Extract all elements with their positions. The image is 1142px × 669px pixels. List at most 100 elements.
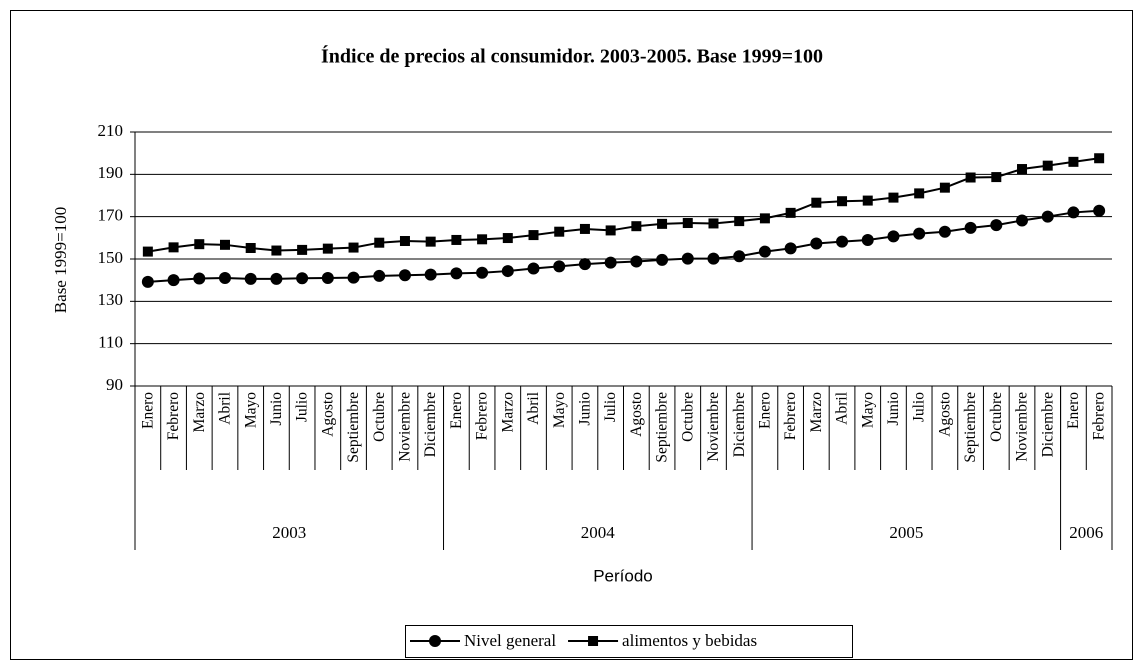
y-tick-label: 210 — [98, 121, 124, 140]
x-tick-label: Abril — [834, 392, 851, 425]
x-tick-label: Marzo — [808, 392, 825, 433]
data-point — [605, 225, 616, 236]
data-point — [527, 262, 540, 275]
chart-title: Índice de precios al consumidor. 2003-20… — [321, 45, 823, 68]
data-point — [578, 258, 591, 271]
x-tick-label: Diciembre — [1039, 392, 1056, 458]
y-tick-label: 190 — [98, 163, 124, 182]
data-point — [734, 216, 745, 227]
data-point — [373, 269, 386, 282]
data-point — [588, 636, 599, 646]
data-point — [707, 252, 720, 265]
data-point — [424, 268, 437, 281]
data-point — [374, 237, 385, 248]
data-point — [398, 269, 411, 282]
x-tick-label: Julio — [911, 392, 928, 422]
x-tick-label: Noviembre — [397, 392, 414, 462]
y-tick-label: 130 — [98, 290, 124, 309]
data-point — [347, 271, 360, 284]
data-point — [528, 230, 539, 241]
data-point — [270, 272, 283, 285]
x-tick-label: Septiembre — [962, 392, 979, 463]
x-tick-label: Enero — [756, 392, 773, 429]
x-tick-label: Junio — [576, 392, 593, 426]
data-point — [429, 635, 441, 647]
data-point — [708, 218, 719, 229]
y-axis-label: Base 1999=100 — [51, 207, 70, 313]
x-tick-label: Septiembre — [654, 392, 671, 463]
x-tick-label: Marzo — [499, 392, 516, 433]
data-point — [811, 197, 822, 208]
data-point — [167, 274, 180, 287]
data-point — [579, 223, 590, 234]
data-point — [168, 242, 179, 253]
x-tick-label: Enero — [1065, 392, 1082, 429]
x-tick-label: Mayo — [242, 392, 259, 428]
data-point — [451, 234, 462, 245]
x-tick-label: Noviembre — [705, 392, 722, 462]
data-point — [862, 195, 873, 206]
data-point — [810, 237, 823, 250]
data-point — [939, 182, 950, 193]
data-point — [1067, 206, 1080, 219]
data-point — [938, 225, 951, 238]
x-tick-label: Octubre — [371, 392, 388, 442]
x-group-label: 2003 — [272, 523, 306, 542]
data-point — [1017, 164, 1028, 175]
y-tick-label: 170 — [98, 206, 124, 225]
data-point — [861, 233, 874, 246]
x-tick-label: Julio — [602, 392, 619, 422]
y-tick-label: 150 — [98, 248, 124, 267]
data-point — [964, 221, 977, 234]
data-point — [245, 242, 256, 253]
data-point — [990, 219, 1003, 232]
data-point — [836, 235, 849, 248]
data-point — [991, 172, 1002, 183]
data-point — [681, 252, 694, 265]
data-point — [476, 266, 489, 279]
x-tick-label: Enero — [139, 392, 156, 429]
data-point — [425, 236, 436, 247]
data-point — [656, 253, 669, 266]
legend — [405, 625, 853, 658]
x-tick-label: Junio — [268, 392, 285, 426]
x-tick-label: Abril — [217, 392, 234, 425]
data-point — [887, 230, 900, 243]
chart-frame — [10, 10, 1133, 660]
data-point — [501, 265, 514, 278]
data-point — [785, 207, 796, 218]
data-point — [837, 196, 848, 207]
data-point — [553, 260, 566, 273]
data-point — [218, 272, 231, 285]
data-point — [631, 221, 642, 232]
data-point — [141, 275, 154, 288]
x-tick-label: Agosto — [628, 392, 645, 437]
x-tick-label: Enero — [448, 392, 465, 429]
data-point — [630, 255, 643, 268]
x-tick-label: Diciembre — [422, 392, 439, 458]
data-point — [914, 188, 925, 199]
data-point — [244, 272, 257, 285]
legend-label: alimentos y bebidas — [622, 631, 757, 650]
x-tick-label: Agosto — [936, 392, 953, 437]
data-point — [322, 243, 333, 254]
data-point — [477, 234, 488, 245]
x-tick-label: Diciembre — [731, 392, 748, 458]
data-point — [142, 246, 153, 257]
data-point — [296, 272, 309, 285]
data-point — [1093, 204, 1106, 217]
x-tick-label: Octubre — [679, 392, 696, 442]
data-point — [297, 244, 308, 255]
x-tick-label: Marzo — [191, 392, 208, 433]
y-tick-label: 90 — [106, 375, 123, 394]
x-group-label: 2004 — [581, 523, 616, 542]
data-point — [450, 267, 463, 280]
x-tick-label: Octubre — [988, 392, 1005, 442]
data-point — [502, 233, 513, 244]
data-point — [1041, 210, 1054, 223]
data-point — [271, 245, 282, 256]
x-tick-label: Febrero — [474, 392, 491, 440]
x-tick-label: Julio — [294, 392, 311, 422]
x-group-label: 2005 — [889, 523, 923, 542]
